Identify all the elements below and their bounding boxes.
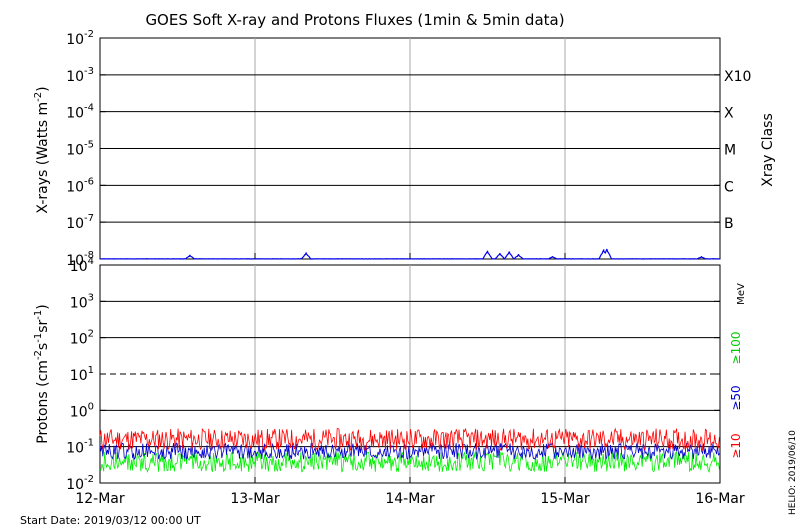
proton-series-line	[99, 442, 720, 461]
x-axis-tick-label: 16-Mar	[695, 491, 745, 507]
xray-burst-point	[486, 250, 489, 253]
x-axis-tick-label: 12-Mar	[75, 491, 125, 507]
x-axis-tick-label: 15-Mar	[540, 491, 590, 507]
xray-y-axis-title: X-rays (Watts m-2)	[33, 86, 51, 213]
proton-series-line	[99, 427, 720, 452]
legend-50mev: ≥50	[729, 385, 743, 410]
xray-burst-point	[305, 252, 307, 254]
proton-grid	[100, 265, 720, 483]
proton-ytick-label: 104	[70, 256, 94, 275]
proton-ytick-label: 10-2	[66, 474, 94, 493]
xray-class-label: C	[724, 179, 734, 195]
energy-unit-label: MeV	[736, 283, 747, 305]
legend-100mev: ≥100	[729, 332, 743, 365]
xray-panel: 10-8 10-7 10-6 10-5 10-4 10-3 10-2 B C M X X10 Xra…	[33, 29, 776, 269]
xray-burst-point	[189, 254, 191, 257]
xray-burst-point	[551, 255, 554, 258]
xray-ytick-label: 10-5	[66, 140, 94, 159]
x-axis-tick-label: 13-Mar	[230, 491, 280, 507]
xray-class-labels: B C M X X10	[724, 69, 751, 232]
xray-class-axis-title: Xray Class	[760, 113, 776, 187]
footer-credit: HELIO: 2019/06/10	[788, 430, 798, 515]
xray-burst-point	[602, 249, 605, 251]
xray-burst-point	[517, 254, 520, 256]
proton-ytick-labels: 10-2 10-1 100 101 102 103 104	[66, 256, 720, 493]
proton-ytick-label: 101	[70, 365, 94, 384]
xray-burst-point	[606, 248, 608, 251]
xray-ytick-label: 10-7	[66, 213, 94, 232]
xray-burst-point	[499, 252, 501, 255]
xray-ytick-label: 10-8	[66, 250, 94, 269]
xray-class-label: X	[724, 106, 734, 122]
proton-ytick-label: 102	[70, 329, 94, 348]
xray-burst-point	[508, 251, 511, 253]
xray-ytick-label: 10-6	[66, 176, 94, 195]
xray-burst-point	[700, 255, 703, 258]
chart-title: GOES Soft X-ray and Protons Fluxes (1min…	[145, 11, 564, 29]
proton-ytick-label: 103	[70, 292, 94, 311]
start-date-label: Start Date: 2019/03/12 00:00 UT	[20, 514, 201, 527]
xray-ytick-label: 10-3	[66, 66, 94, 85]
proton-y-axis-title: Protons (cm-2s-1sr-1)	[33, 304, 51, 443]
proton-panel: 10-2 10-1 100 101 102 103 104 Protons (cm-2s-1…	[33, 256, 747, 493]
proton-flux-series	[99, 427, 720, 473]
x-axis-tick-label: 14-Mar	[385, 491, 435, 507]
x-axis-tick-labels: 12-Mar 13-Mar 14-Mar 15-Mar 16-Mar	[75, 253, 745, 507]
xray-ytick-label: 10-4	[66, 103, 94, 122]
xray-class-label: X10	[724, 69, 751, 85]
proton-ytick-label: 10-1	[66, 438, 94, 457]
legend-10mev: ≥10	[729, 433, 743, 458]
xray-class-label: B	[724, 216, 734, 232]
xray-ytick-label: 10-2	[66, 29, 94, 48]
proton-ytick-label: 100	[70, 401, 94, 420]
xray-grid	[100, 38, 720, 259]
xray-class-label: M	[724, 143, 736, 159]
xray-ytick-labels: 10-8 10-7 10-6 10-5 10-4 10-3 10-2	[66, 29, 720, 269]
